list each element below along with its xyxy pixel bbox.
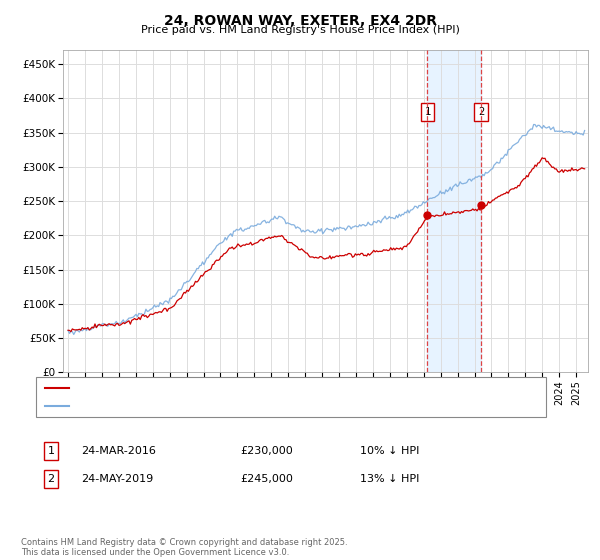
Text: HPI: Average price, semi-detached house, Exeter: HPI: Average price, semi-detached house,… [75, 402, 330, 411]
Text: 24-MAR-2016: 24-MAR-2016 [81, 446, 156, 456]
Text: 10% ↓ HPI: 10% ↓ HPI [360, 446, 419, 456]
Text: 24, ROWAN WAY, EXETER, EX4 2DR: 24, ROWAN WAY, EXETER, EX4 2DR [163, 14, 437, 28]
Text: £230,000: £230,000 [240, 446, 293, 456]
Text: 1: 1 [424, 107, 431, 117]
Text: 1: 1 [47, 446, 55, 456]
Text: 2: 2 [478, 107, 484, 117]
Text: 24-MAY-2019: 24-MAY-2019 [81, 474, 153, 484]
Text: £245,000: £245,000 [240, 474, 293, 484]
Text: Price paid vs. HM Land Registry's House Price Index (HPI): Price paid vs. HM Land Registry's House … [140, 25, 460, 35]
Text: 2: 2 [47, 474, 55, 484]
Bar [427, 50, 481, 372]
Text: 24, ROWAN WAY, EXETER, EX4 2DR (semi-detached house): 24, ROWAN WAY, EXETER, EX4 2DR (semi-det… [75, 383, 382, 393]
Text: 13% ↓ HPI: 13% ↓ HPI [360, 474, 419, 484]
Text: Contains HM Land Registry data © Crown copyright and database right 2025.
This d: Contains HM Land Registry data © Crown c… [21, 538, 347, 557]
